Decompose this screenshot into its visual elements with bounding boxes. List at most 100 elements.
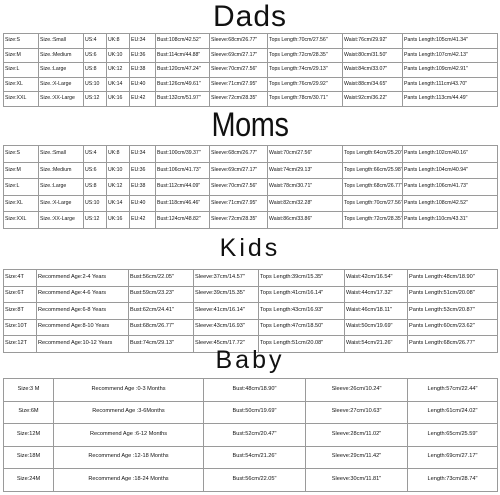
dads-table-cell: Pants Length:109cm/42.91" [402,62,498,78]
kids-table-cell: Size:4T [3,269,37,287]
kids-table-cell: Tops Length:41cm/16.14" [258,285,345,303]
dads-table-cell: Bust:114cm/44.88" [155,47,210,63]
moms-table-cell: Bust:112cm/44.09" [155,178,210,196]
dads-table-cell: Sleeve:70cm/27.56" [209,62,268,78]
dads-table-cell: Size:XL [3,76,39,92]
dads-table-cell: Sleeve:69cm/27.17" [209,47,268,63]
moms-table-cell: UK:8 [106,145,130,163]
dads-table-cell: Waist:76cm/29.92" [342,33,403,49]
moms-table-cell: EU:34 [129,145,156,163]
moms-table-row: Size:XL Size.:X-Large US:10 UK:14 EU:40 Bust:… [3,194,498,212]
moms-table-cell: EU:38 [129,178,156,196]
dads-table-cell: UK:10 [106,47,130,63]
moms-table-cell: Size:S [3,145,39,163]
baby-table-row: Size:18M Recommend Age :12-18 Months Bust:… [3,445,498,469]
dads-table-cell: Bust:126cm/49.61" [155,76,210,92]
dads-table-cell: EU:34 [129,33,156,49]
baby-table-cell: Sleeve:28cm/11.02" [305,423,408,447]
dads-table-cell: Pants Length:111cm/43.70" [402,76,498,92]
dads-table-cell: Bust:132cm/51.97" [155,91,210,107]
moms-table-cell: UK:14 [106,194,130,212]
kids-table-row: Size:4T Recommend Age:2-4 Years Bust:56cm/… [3,269,498,287]
moms-size-table: Size:S Size.:Small US:4 UK:8 EU:34 Bust:100cm… [3,145,498,229]
baby-table-cell: Recommend Age :6-12 Months [53,423,204,447]
kids-table-cell: Waist:46cm/18.11" [344,302,408,320]
baby-table-cell: Size:6M [3,400,54,424]
kids-table-cell: Recommend Age:2-4 Years [36,269,129,287]
baby-table-cell: Recommend Age :12-18 Months [53,445,204,469]
kids-table-cell: Sleeve:39cm/15.35" [193,285,259,303]
kids-table-cell: Tops Length:43cm/16.93" [258,302,345,320]
moms-table-row: Size:XXL Size.:XX-Large US:12 UK:16 EU:42 Bus… [3,211,498,229]
moms-table-cell: Size.:X-Large [38,194,84,212]
dads-table-cell: EU:38 [129,62,156,78]
moms-table-cell: EU:40 [129,194,156,212]
dads-table-cell: Waist:84cm/33.07" [342,62,403,78]
dads-table-cell: Size.:X-Large [38,76,84,92]
baby-table-row: Size:3 M Recommend Age :0-3 Months Bust:48… [3,378,498,402]
moms-table-cell: Waist:82cm/32.28" [267,194,343,212]
baby-table-cell: Bust:50cm/19.69" [203,400,306,424]
moms-table-row: Size:S Size.:Small US:4 UK:8 EU:34 Bust:100cm… [3,145,498,163]
dads-table-cell: Bust:108cm/42.52" [155,33,210,49]
moms-table-cell: Waist:70cm/27.56" [267,145,343,163]
dads-table-cell: Size.:Small [38,33,84,49]
moms-table-cell: UK:16 [106,211,130,229]
kids-table-row: Size:6T Recommend Age:4-6 Years Bust:59cm/… [3,285,498,303]
moms-table-cell: Bust:124cm/48.82" [155,211,210,229]
kids-table-cell: Size:8T [3,302,37,320]
kids-table-cell: Recommend Age:10-12 Years [36,335,129,353]
moms-table-cell: Pants Length:110cm/43.31" [402,211,498,229]
dads-table-cell: Bust:120cm/47.24" [155,62,210,78]
dads-table-cell: Size:XXL [3,91,39,107]
moms-table-cell: Size:XXL [3,211,39,229]
kids-table-cell: Recommend Age:8-10 Years [36,318,129,336]
moms-table-row: Size:M Size.:Medium US:6 UK:10 EU:36 Bust:106… [3,161,498,179]
baby-table-cell: Sleeve:30cm/11.81" [305,468,408,492]
moms-table-cell: Tops Length:72cm/28.35" [342,211,403,229]
dads-table-cell: Waist:92cm/36.22" [342,91,403,107]
baby-table-cell: Sleeve:29cm/11.42" [305,445,408,469]
dads-table-cell: Size.:XX-Large [38,91,84,107]
dads-table-cell: US:4 [83,33,107,49]
baby-table-cell: Size:18M [3,445,54,469]
moms-table-cell: Bust:106cm/41.73" [155,161,210,179]
moms-table-cell: Waist:86cm/33.86" [267,211,343,229]
moms-table-cell: UK:10 [106,161,130,179]
baby-table-cell: Length:57cm/22.44" [407,378,498,402]
dads-table-cell: Size:M [3,47,39,63]
baby-table-cell: Bust:54cm/21.26" [203,445,306,469]
dads-table-cell: Pants Length:107cm/42.13" [402,47,498,63]
kids-table-row: Size:8T Recommend Age:6-8 Years Bust:62cm/… [3,302,498,320]
moms-table-cell: Tops Length:68cm/26.77" [342,178,403,196]
kids-table-cell: Pants Length:53cm/20.87" [407,302,498,320]
baby-table-cell: Sleeve:27cm/10.63" [305,400,408,424]
kids-table-cell: Bust:59cm/23.23" [128,285,194,303]
kids-table-cell: Bust:62cm/24.41" [128,302,194,320]
dads-table-row: Size:M Size.:Medium US:6 UK:10 EU:36 Bust:114… [3,47,498,63]
moms-table-cell: US:8 [83,178,107,196]
baby-table-cell: Length:73cm/28.74" [407,468,498,492]
kids-table-cell: Size:12T [3,335,37,353]
baby-table-row: Size:24M Recommend Age :18-24 Months Bust:… [3,468,498,492]
dads-table-row: Size:L Size.:Large US:8 UK:12 EU:38 Bust:120c… [3,62,498,78]
moms-table-cell: EU:36 [129,161,156,179]
moms-table-cell: Waist:74cm/29.13" [267,161,343,179]
kids-table-cell: Waist:44cm/17.32" [344,285,408,303]
dads-table-cell: Tops Length:76cm/29.92" [267,76,343,92]
dads-table-cell: Waist:80cm/31.50" [342,47,403,63]
baby-table-cell: Size:12M [3,423,54,447]
kids-table-cell: Pants Length:60cm/23.62" [407,318,498,336]
dads-table-row: Size:XL Size.:X-Large US:10 UK:14 EU:40 Bust:… [3,76,498,92]
moms-table-cell: Tops Length:64cm/25.20" [342,145,403,163]
kids-table-row: Size:10T Recommend Age:8-10 Years Bust:68c… [3,318,498,336]
moms-table-cell: Tops Length:70cm/27.56" [342,194,403,212]
moms-table-cell: US:6 [83,161,107,179]
moms-table-cell: Tops Length:66cm/25.98" [342,161,403,179]
baby-table-cell: Bust:52cm/20.47" [203,423,306,447]
dads-table-cell: UK:16 [106,91,130,107]
dads-table-cell: UK:14 [106,76,130,92]
moms-table-cell: Size:M [3,161,39,179]
baby-table-cell: Length:61cm/24.02" [407,400,498,424]
baby-table-row: Size:6M Recommend Age :3-6Months Bust:50cm… [3,400,498,424]
